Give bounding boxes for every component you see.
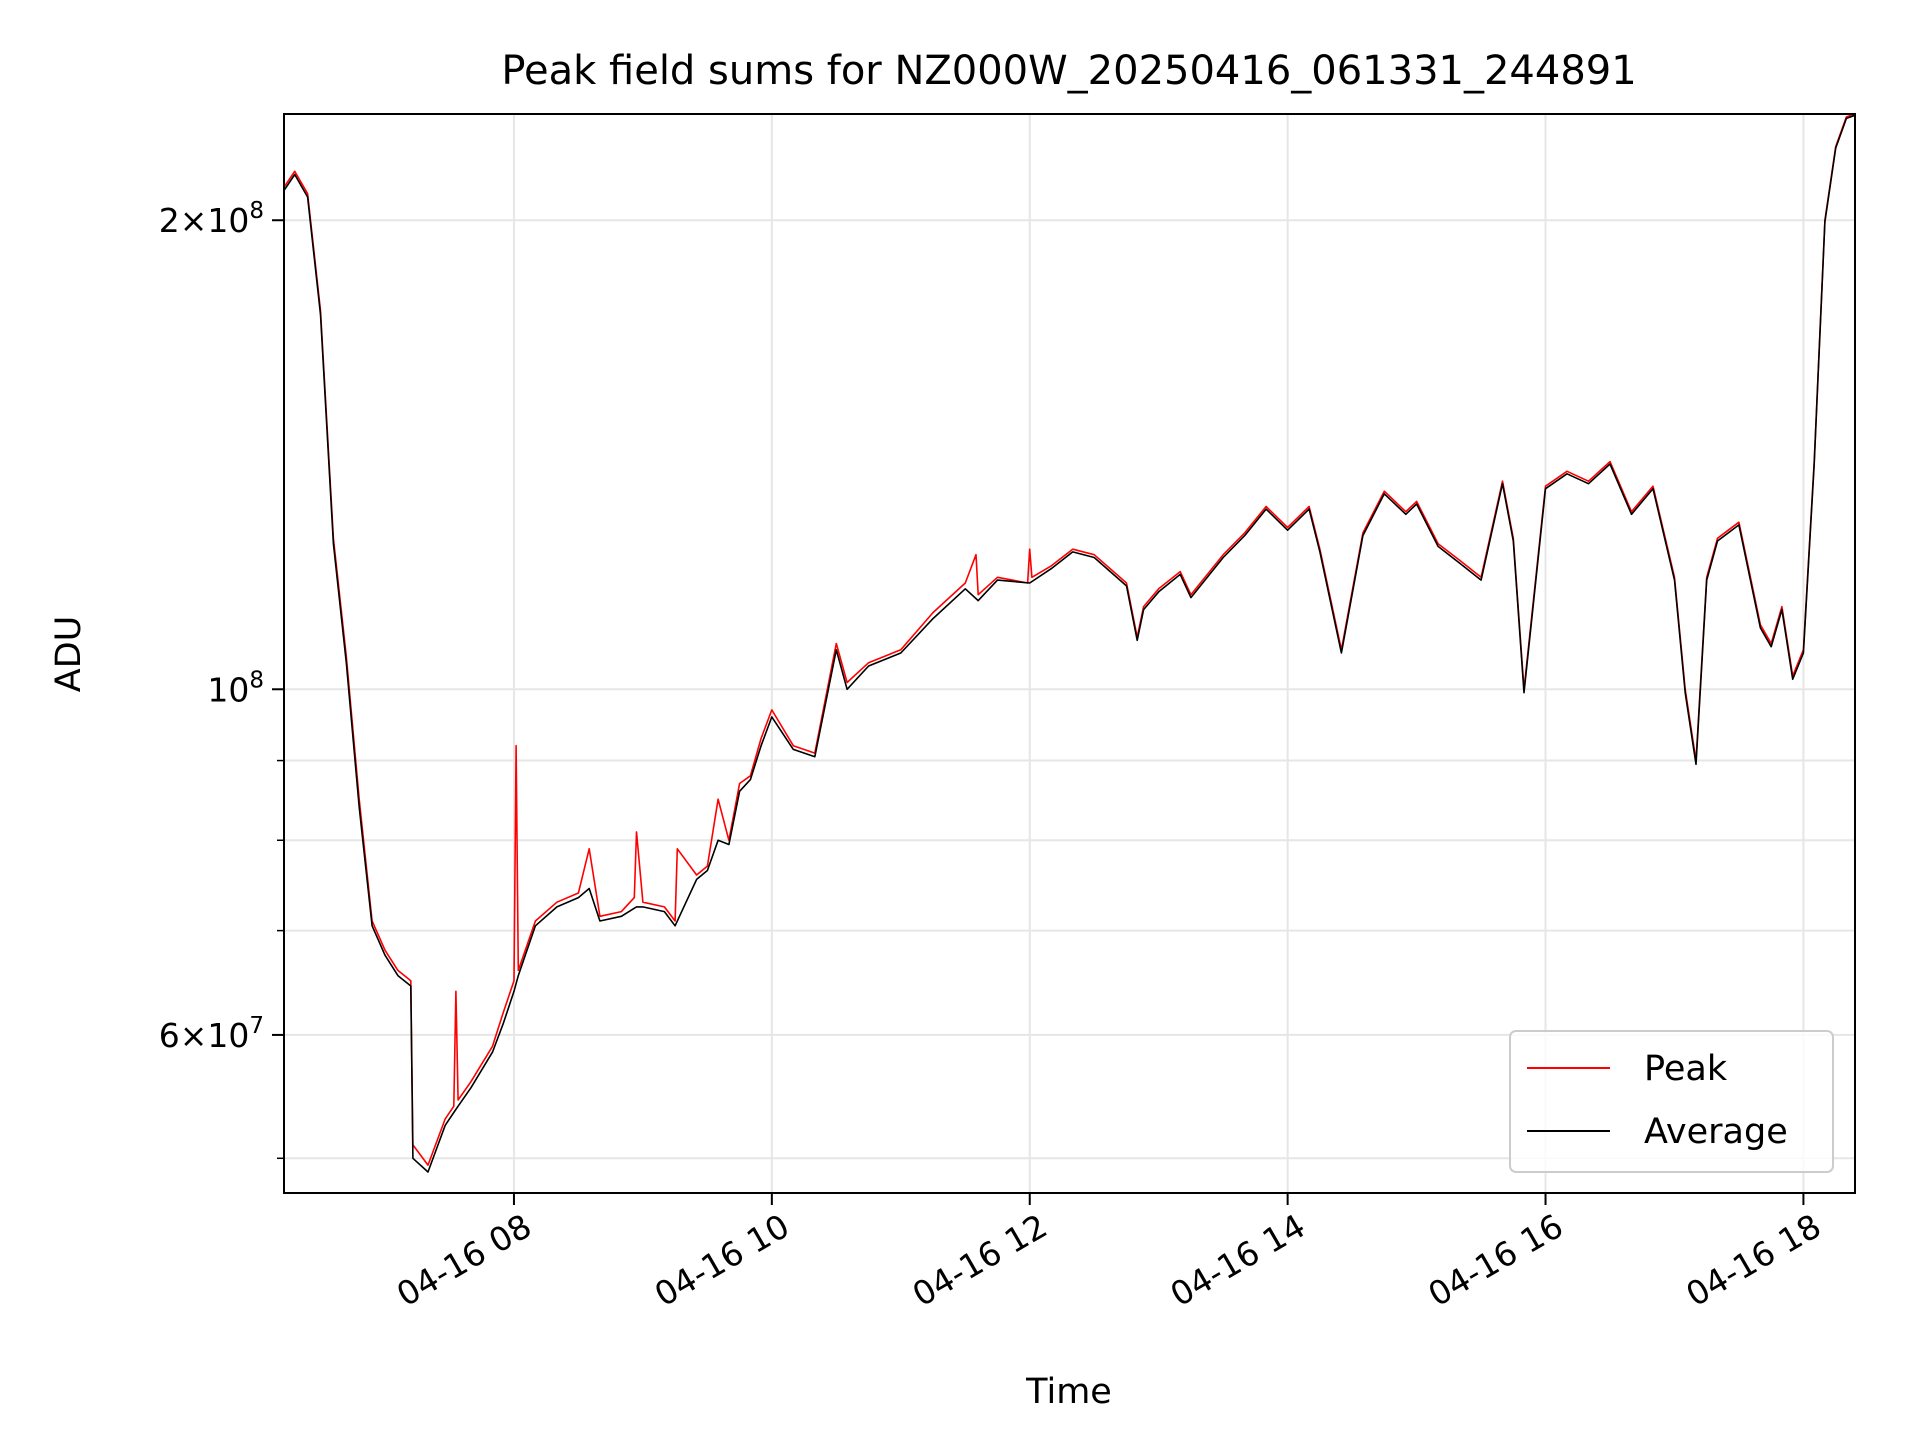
y-tick-label: 6×107 (159, 1013, 264, 1055)
legend: Peak Average (1509, 1030, 1834, 1173)
legend-label-average: Average (1644, 1112, 1788, 1152)
x-axis-label: Time (1025, 1372, 1112, 1412)
plot-frame (283, 113, 1856, 1194)
y-tick-label: 108 (207, 667, 264, 709)
y-tick-exponent: 7 (249, 1013, 264, 1039)
y-tick-label: 2×108 (159, 198, 264, 240)
y-tick-base: 6×10 (159, 1016, 250, 1055)
chart-title: Peak field sums for NZ000W_20250416_0613… (501, 48, 1636, 94)
y-tick-exponent: 8 (249, 667, 264, 693)
series-layer (283, 113, 1856, 1173)
legend-box (1509, 1030, 1834, 1173)
y-axis-label: ADU (49, 616, 89, 693)
legend-label-peak: Peak (1644, 1049, 1728, 1089)
y-tick-base: 10 (207, 670, 249, 709)
series-line-average (283, 114, 1856, 1173)
y-tick-base: 2×10 (159, 201, 250, 240)
y-tick-exponent: 8 (249, 198, 264, 224)
series-line-peak (283, 113, 1856, 1166)
